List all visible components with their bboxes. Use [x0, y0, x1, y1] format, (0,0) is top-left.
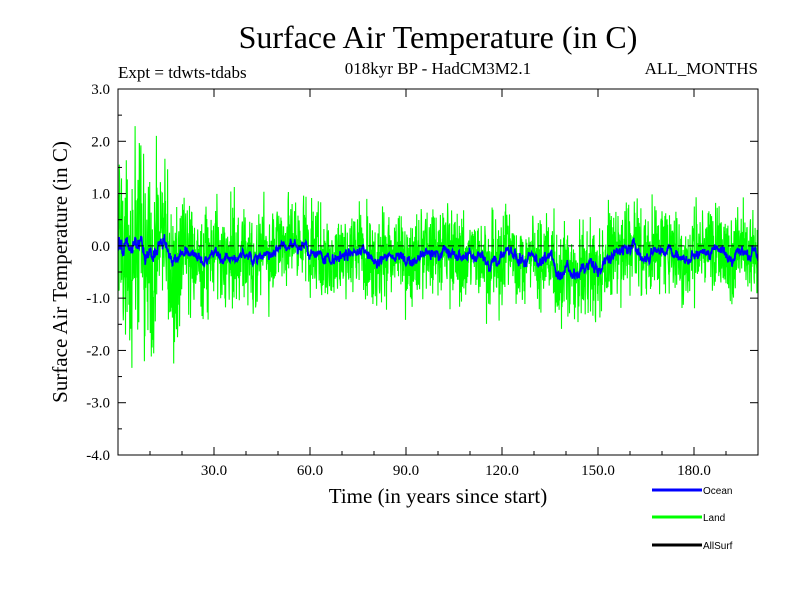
y-tick-label: 2.0 — [91, 134, 110, 150]
months-label: ALL_MONTHS — [645, 59, 758, 78]
y-tick-label: -4.0 — [86, 448, 110, 464]
x-axis: 30.0 60.0 90.0 120.0 150.0 180.0 — [117, 89, 759, 479]
series-line-ocean — [118, 234, 758, 281]
legend: Ocean Land AllSurf — [652, 486, 733, 552]
x-tick-label: 120.0 — [485, 463, 519, 479]
y-tick-label: -1.0 — [86, 291, 110, 307]
y-axis-label: Surface Air Temperature (in C) — [48, 141, 72, 403]
x-tick-label: 180.0 — [677, 463, 711, 479]
experiment-label: Expt = tdwts-tdabs — [118, 63, 247, 82]
legend-label-ocean: Ocean — [703, 486, 732, 497]
y-tick-label: 1.0 — [91, 187, 110, 203]
series-layer — [118, 126, 758, 368]
x-tick-label: 150.0 — [581, 463, 615, 479]
y-tick-label: -3.0 — [86, 396, 110, 412]
x-tick-label: 90.0 — [393, 463, 419, 479]
legend-label-land: Land — [703, 513, 725, 524]
x-tick-label: 60.0 — [297, 463, 323, 479]
chart-title: Surface Air Temperature (in C) — [239, 19, 638, 55]
period-label: 018kyr BP - HadCM3M2.1 — [345, 59, 531, 78]
x-axis-label: Time (in years since start) — [329, 484, 548, 508]
y-axis: -4.0 -3.0 -2.0 -1.0 0.0 1.0 2.0 3.0 — [86, 82, 758, 464]
y-tick-label: -2.0 — [86, 343, 110, 359]
x-tick-label: 30.0 — [201, 463, 227, 479]
y-tick-label: 3.0 — [91, 82, 110, 98]
series-line-land — [118, 126, 758, 368]
y-tick-label: 0.0 — [91, 239, 110, 255]
legend-label-allsurf: AllSurf — [703, 541, 733, 552]
plot-area — [118, 126, 758, 368]
